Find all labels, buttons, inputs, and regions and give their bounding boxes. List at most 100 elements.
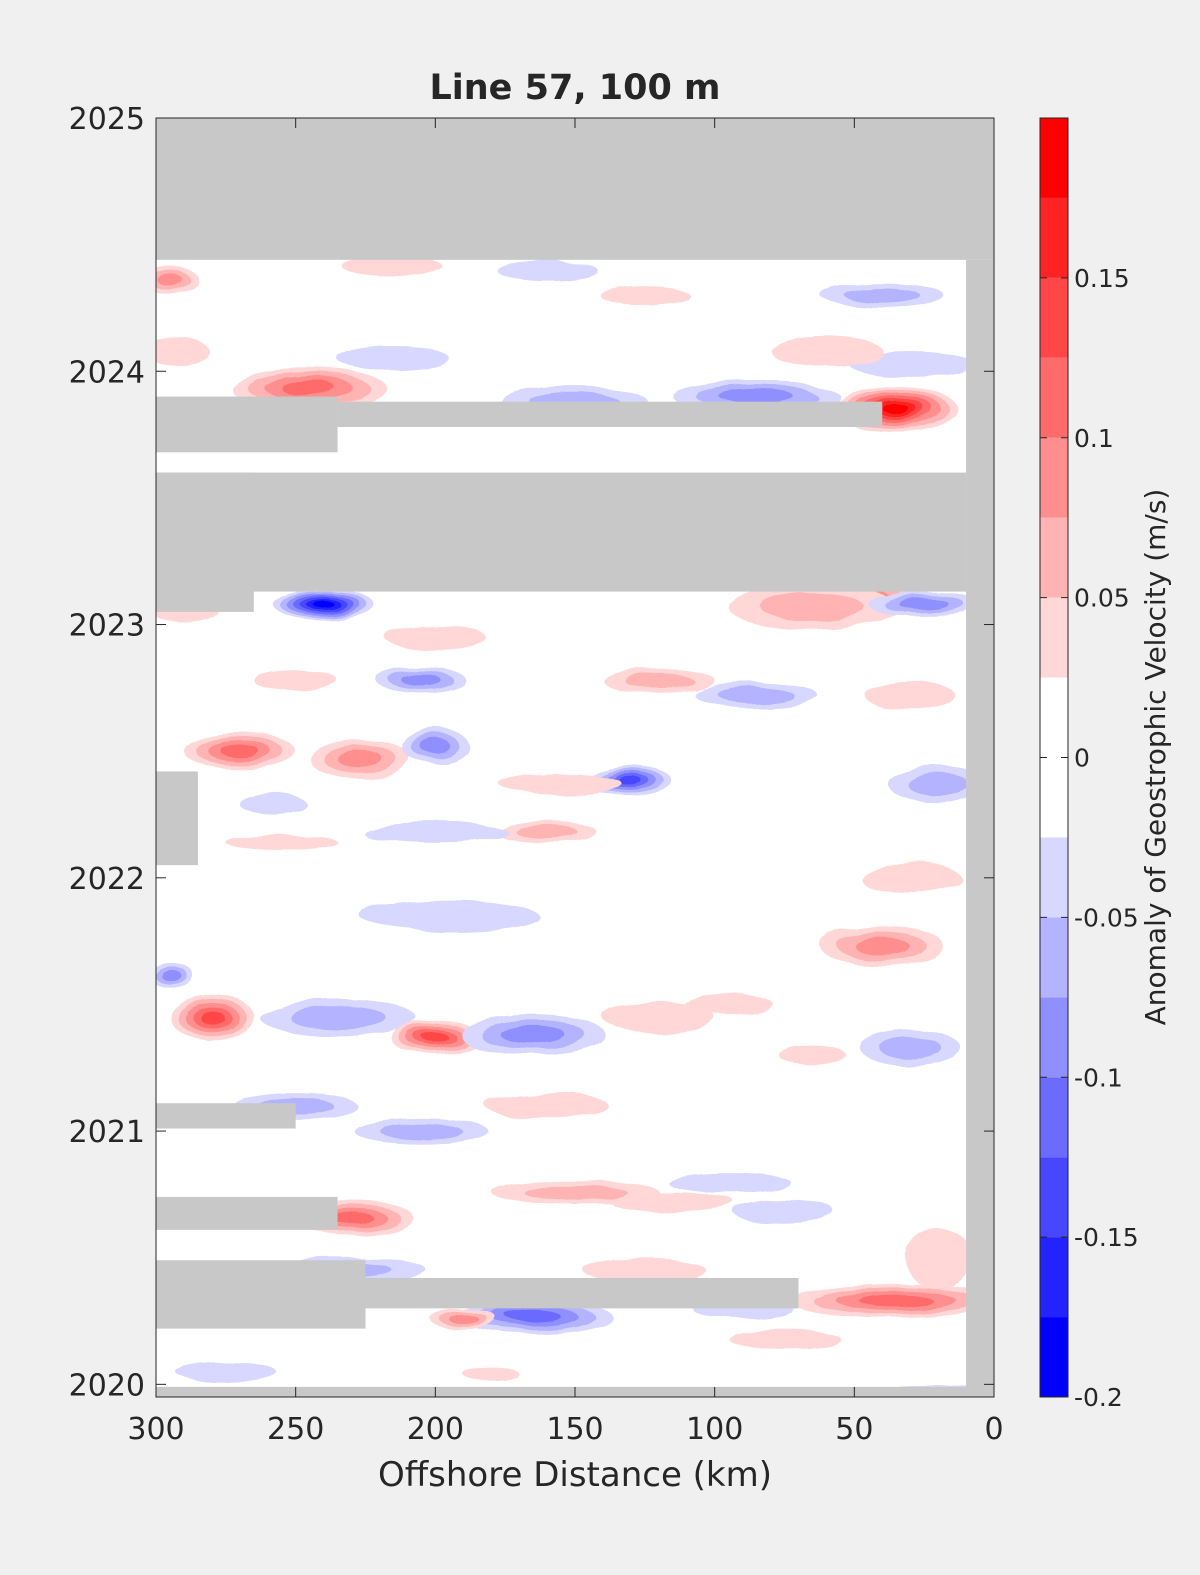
colorbar-level-0 bbox=[1040, 1317, 1068, 1397]
x-tick-label-4: 100 bbox=[686, 1412, 743, 1447]
anomaly-feature-11 bbox=[259, 999, 416, 1035]
anomaly-feature-2 bbox=[273, 589, 374, 620]
anomaly-feature-52 bbox=[667, 1171, 791, 1192]
colorbar-level-1 bbox=[1040, 1237, 1068, 1318]
y-tick-label-0: 2020 bbox=[69, 1368, 145, 1403]
colorbar-tick-label-1: -0.15 bbox=[1074, 1223, 1139, 1252]
x-tick-label-1: 250 bbox=[267, 1412, 324, 1447]
no-data-region-8 bbox=[156, 1196, 338, 1230]
colorbar-tick-label-0: -0.2 bbox=[1074, 1383, 1123, 1412]
anomaly-feature-51 bbox=[485, 1093, 609, 1119]
anomaly-feature-38 bbox=[362, 822, 508, 843]
anomaly-feature-34 bbox=[865, 680, 955, 711]
anomaly-feature-27 bbox=[496, 259, 598, 281]
colorbar-levels bbox=[1040, 118, 1068, 1397]
colorbar-level-6 bbox=[1040, 837, 1068, 918]
colorbar-level-14 bbox=[1040, 197, 1068, 278]
anomaly-feature-17 bbox=[385, 624, 486, 650]
colorbar-level-12 bbox=[1040, 357, 1068, 438]
colorbar-label: Anomaly of Geostrophic Velocity (m/s) bbox=[1139, 489, 1172, 1026]
anomaly-feature-37 bbox=[496, 822, 598, 843]
anomaly-feature-56 bbox=[734, 1199, 835, 1225]
no-data-layer bbox=[156, 118, 994, 1397]
y-axis: 2020 2021 2022 2023 2024 2025 bbox=[69, 102, 994, 1403]
x-tick-label-0: 300 bbox=[127, 1412, 184, 1447]
anomaly-feature-64 bbox=[463, 1366, 520, 1382]
anomaly-feature-6 bbox=[401, 728, 469, 764]
anomaly-feature-5 bbox=[309, 738, 411, 780]
x-axis-label: Offshore Distance (km) bbox=[378, 1455, 772, 1495]
anomaly-feature-62 bbox=[175, 1361, 277, 1382]
x-tick-label-6: 0 bbox=[984, 1412, 1003, 1447]
colorbar-level-4 bbox=[1040, 997, 1068, 1078]
anomaly-feature-10 bbox=[460, 1014, 606, 1056]
colorbar-level-9 bbox=[1040, 597, 1068, 678]
anomaly-feature-16 bbox=[868, 591, 981, 617]
anomaly-feature-19 bbox=[337, 345, 450, 372]
no-data-region-5 bbox=[337, 401, 883, 427]
anomaly-feature-28 bbox=[343, 257, 444, 278]
no-data-region-2 bbox=[156, 472, 967, 592]
anomaly-feature-42 bbox=[820, 925, 944, 967]
no-data-region-4 bbox=[156, 396, 338, 453]
y-tick-label-5: 2025 bbox=[69, 102, 145, 137]
colorbar-level-5 bbox=[1040, 917, 1068, 998]
colorbar-level-7 bbox=[1040, 757, 1068, 838]
anomaly-feature-32 bbox=[253, 670, 338, 691]
anomaly-feature-63 bbox=[728, 1328, 841, 1349]
anomaly-feature-24 bbox=[820, 282, 944, 308]
anomaly-feature-40 bbox=[225, 834, 338, 850]
no-data-region-1 bbox=[966, 259, 994, 1397]
colorbar: -0.2 -0.15 -0.1 -0.05 0 0.05 0.1 0.15 Anomaly o… bbox=[1039, 117, 1172, 1412]
anomaly-feature-47 bbox=[859, 1029, 961, 1066]
no-data-region-0 bbox=[156, 118, 994, 260]
anomaly-feature-48 bbox=[778, 1044, 846, 1066]
no-data-region-10 bbox=[365, 1277, 799, 1309]
colorbar-tick-label-6: 0.1 bbox=[1074, 424, 1114, 453]
anomaly-feature-39 bbox=[239, 794, 307, 815]
x-tick-label-5: 50 bbox=[835, 1412, 873, 1447]
y-tick-label-3: 2023 bbox=[69, 609, 145, 644]
anomaly-feature-44 bbox=[156, 961, 193, 987]
colorbar-ticks: -0.2 -0.15 -0.1 -0.05 0 0.05 0.1 0.15 bbox=[1040, 264, 1139, 1412]
colorbar-tick-label-2: -0.1 bbox=[1074, 1063, 1123, 1092]
no-data-region-9 bbox=[156, 1260, 366, 1329]
anomaly-feature-9 bbox=[390, 1019, 481, 1056]
anomaly-feature-23 bbox=[770, 335, 883, 367]
anomaly-feature-49 bbox=[354, 1118, 489, 1144]
anomaly-feature-41 bbox=[859, 862, 961, 893]
anomaly-feature-46 bbox=[602, 1001, 715, 1033]
anomaly-feature-57 bbox=[429, 1308, 497, 1329]
colorbar-tick-label-3: -0.05 bbox=[1074, 903, 1139, 932]
anomaly-feature-36 bbox=[887, 766, 989, 802]
y-tick-label-2: 2022 bbox=[69, 862, 145, 897]
chart-title: Line 57, 100 m bbox=[429, 68, 720, 108]
anomaly-feature-15 bbox=[728, 584, 897, 630]
y-tick-label-4: 2024 bbox=[69, 355, 145, 390]
plot-area bbox=[155, 117, 995, 1398]
x-axis: 300 250 200 150 100 50 0 bbox=[127, 118, 1004, 1447]
anomaly-feature-43 bbox=[359, 900, 539, 931]
colorbar-level-10 bbox=[1040, 517, 1068, 598]
colorbar-level-13 bbox=[1040, 277, 1068, 358]
anomaly-layer bbox=[156, 257, 994, 1397]
anomaly-feature-31 bbox=[376, 667, 467, 693]
colorbar-level-2 bbox=[1040, 1157, 1068, 1238]
anomaly-feature-30 bbox=[602, 667, 715, 693]
y-tick-label-1: 2021 bbox=[69, 1115, 145, 1150]
anomaly-feature-55 bbox=[904, 1227, 972, 1289]
anomaly-feature-4 bbox=[183, 733, 296, 769]
anomaly-feature-26 bbox=[156, 338, 210, 364]
colorbar-tick-label-5: 0.05 bbox=[1074, 584, 1130, 613]
colorbar-level-8 bbox=[1040, 677, 1068, 758]
no-data-region-6 bbox=[156, 771, 198, 866]
no-data-region-7 bbox=[156, 1103, 296, 1129]
anomaly-feature-54 bbox=[611, 1191, 735, 1213]
colorbar-level-3 bbox=[1040, 1077, 1068, 1158]
anomaly-feature-22 bbox=[848, 351, 972, 377]
colorbar-level-11 bbox=[1040, 437, 1068, 518]
anomaly-feature-35 bbox=[499, 773, 623, 795]
no-data-region-3 bbox=[156, 472, 254, 612]
anomaly-feature-8 bbox=[169, 994, 254, 1040]
